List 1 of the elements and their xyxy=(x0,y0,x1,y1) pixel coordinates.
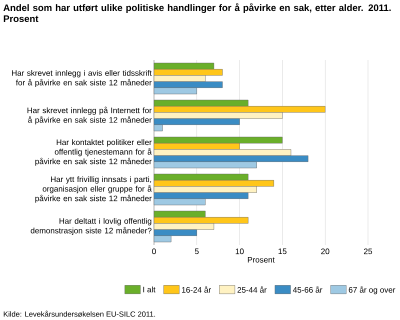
chart-title: Andel som har utført ulike politiske handlinger for å påvirke en sak, etter alder. 2011. Prosent xyxy=(3,3,391,22)
